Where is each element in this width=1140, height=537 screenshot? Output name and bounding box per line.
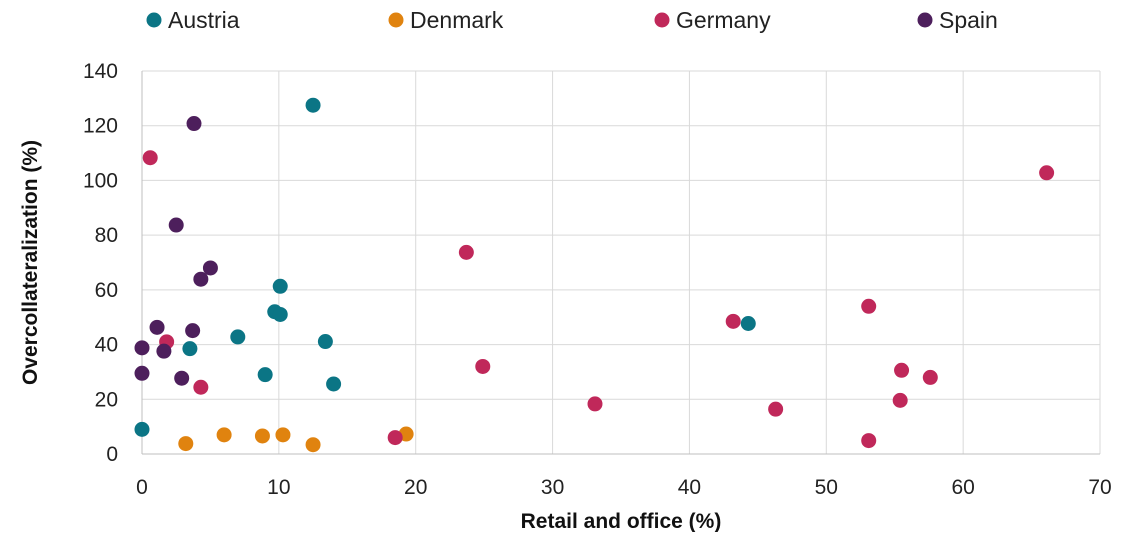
x-tick-label: 30	[541, 476, 564, 499]
data-point-denmark	[305, 437, 321, 453]
data-point-austria	[230, 329, 246, 345]
data-point-germany	[861, 298, 877, 314]
data-point-spain	[202, 260, 218, 276]
data-point-germany	[142, 150, 158, 166]
data-point-austria	[182, 341, 198, 357]
legend-label-germany: Germany	[676, 7, 771, 33]
legend-marker-austria	[146, 12, 162, 28]
data-point-germany	[861, 433, 877, 449]
legend-item-denmark: Denmark	[388, 7, 504, 33]
y-tick-label: 100	[83, 169, 118, 192]
data-point-germany	[387, 430, 403, 446]
data-points	[134, 97, 1055, 453]
data-point-austria	[257, 367, 273, 383]
data-point-germany	[892, 392, 908, 408]
x-tick-label: 40	[678, 476, 701, 499]
data-point-austria	[272, 306, 288, 322]
data-point-germany	[587, 396, 603, 412]
y-tick-label: 140	[83, 60, 118, 83]
legend-label-denmark: Denmark	[410, 7, 504, 33]
data-point-germany	[1039, 165, 1055, 181]
y-tick-label: 0	[106, 443, 118, 466]
data-point-germany	[894, 362, 910, 378]
y-tick-label: 60	[95, 279, 118, 302]
legend-label-spain: Spain	[939, 7, 998, 33]
legend-marker-denmark	[388, 12, 404, 28]
y-tick-label: 80	[95, 224, 118, 247]
data-point-germany	[768, 401, 784, 417]
x-tick-label: 50	[815, 476, 838, 499]
x-tick-label: 0	[136, 476, 148, 499]
x-tick-label: 20	[404, 476, 427, 499]
data-point-austria	[740, 316, 756, 332]
legend-item-spain: Spain	[917, 7, 998, 33]
legend-marker-germany	[654, 12, 670, 28]
data-point-denmark	[178, 436, 194, 452]
data-point-spain	[193, 271, 209, 287]
data-point-germany	[922, 369, 938, 385]
data-point-germany	[725, 313, 741, 329]
axes: 0 20 40 60 80 100 120 140 0 10 20 30 40 50 60 70	[83, 60, 1112, 499]
x-axis-title: Retail and office (%)	[521, 510, 722, 532]
data-point-spain	[186, 116, 202, 132]
data-point-germany	[193, 379, 209, 395]
legend-label-austria: Austria	[168, 7, 240, 33]
y-tick-label: 120	[83, 115, 118, 138]
data-point-austria	[317, 334, 333, 350]
y-tick-label: 20	[95, 388, 118, 411]
legend-item-austria: Austria	[146, 7, 240, 33]
x-tick-label: 70	[1088, 476, 1111, 499]
y-axis-title: Overcollateralization (%)	[19, 140, 42, 385]
data-point-austria	[272, 278, 288, 294]
data-point-austria	[326, 376, 342, 392]
data-point-austria	[305, 97, 321, 113]
data-point-germany	[458, 244, 474, 260]
data-point-spain	[185, 323, 201, 339]
data-point-spain	[174, 370, 190, 386]
x-tick-label: 60	[951, 476, 974, 499]
x-tick-label: 10	[267, 476, 290, 499]
data-point-spain	[149, 319, 165, 335]
data-point-denmark	[275, 427, 291, 443]
legend-marker-spain	[917, 12, 933, 28]
data-point-spain	[134, 365, 150, 381]
data-point-spain	[134, 340, 150, 356]
data-point-austria	[134, 421, 150, 437]
data-point-spain	[168, 217, 184, 233]
gridlines	[142, 70, 1101, 454]
data-point-denmark	[254, 428, 270, 444]
y-tick-label: 40	[95, 334, 118, 357]
data-point-spain	[156, 343, 172, 359]
data-point-germany	[475, 358, 491, 374]
legend-item-germany: Germany	[654, 7, 771, 33]
data-point-denmark	[216, 427, 232, 443]
legend: Austria Denmark Germany Spain	[146, 7, 998, 33]
